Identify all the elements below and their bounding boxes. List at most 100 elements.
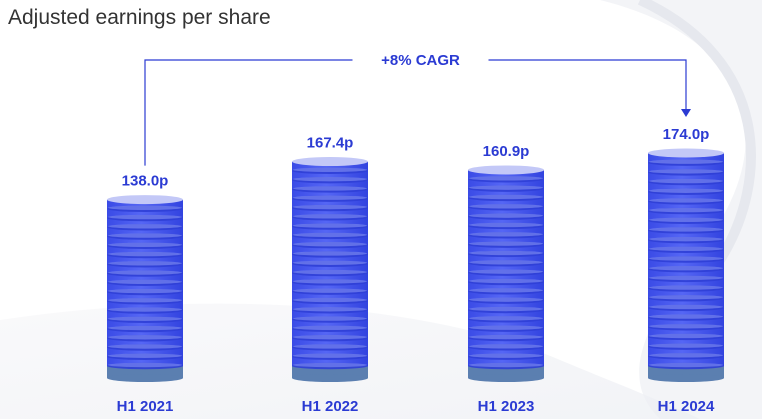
coin-disc [107, 245, 183, 256]
coin-edge-highlight [108, 298, 182, 303]
coin-edge-highlight [108, 214, 182, 220]
bar-top [468, 165, 544, 175]
coin-edge-highlight [649, 198, 723, 203]
coin-edge-highlight [649, 178, 723, 184]
coin-edge-highlight [293, 204, 367, 210]
coin-disc [468, 179, 544, 189]
coin-edge-highlight [469, 185, 543, 190]
coin-edge-highlight [108, 362, 182, 368]
coin-edge-highlight [293, 260, 367, 265]
coin-edge-highlight [293, 269, 367, 275]
coin-disc [468, 225, 544, 236]
coin-edge-highlight [293, 297, 367, 303]
coin-edge-highlight [293, 214, 367, 219]
coin-edge-highlight [649, 295, 723, 300]
coin-edge-highlight [649, 265, 723, 271]
coin-disc [292, 180, 368, 190]
coin-edge-highlight [293, 241, 367, 247]
coin-disc [107, 356, 183, 366]
coin-disc [107, 338, 183, 348]
coin-edge-highlight [649, 256, 723, 261]
coin-disc [468, 235, 544, 245]
coin-edge-highlight [649, 217, 723, 222]
coin-edge-highlight [293, 307, 367, 312]
coin-disc [107, 208, 183, 219]
bar-h1-2021 [107, 195, 183, 382]
coin-disc [468, 244, 544, 254]
coin-edge-highlight [649, 333, 723, 339]
coin-edge-highlight [649, 353, 723, 358]
coin-disc [292, 198, 368, 209]
coin-disc [648, 278, 724, 289]
coin-disc [468, 207, 544, 217]
value-label: 160.9p [483, 143, 530, 160]
coin-edge-highlight [649, 207, 723, 213]
coin-disc [107, 255, 183, 265]
coin-disc [292, 310, 368, 320]
bar-base-bottom [107, 374, 183, 382]
coin-edge-highlight [108, 307, 182, 312]
coin-edge-highlight [469, 353, 543, 358]
coin-disc [292, 189, 368, 199]
coin-disc [292, 263, 368, 274]
coin-disc [648, 288, 724, 299]
coin-edge-highlight [293, 279, 367, 284]
coin-edge-highlight [469, 204, 543, 209]
coin-edge-highlight [649, 169, 723, 174]
coin-disc [648, 336, 724, 347]
coin-disc [107, 199, 183, 209]
coin-edge-highlight [649, 343, 723, 348]
coin-edge-highlight [108, 325, 182, 331]
coin-edge-highlight [108, 344, 182, 349]
coin-disc [648, 191, 724, 202]
cagr-line-right [488, 59, 687, 112]
coin-disc [468, 300, 544, 310]
coin-edge-highlight [108, 251, 182, 257]
coin-edge-highlight [108, 279, 182, 284]
coin-edge-highlight [469, 334, 543, 340]
coin-edge-highlight [469, 241, 543, 246]
coin-edge-highlight [293, 223, 367, 228]
coin-disc [648, 162, 724, 173]
coin-disc [648, 201, 724, 212]
coin-disc [468, 263, 544, 273]
coin-edge-highlight [469, 288, 543, 293]
coin-edge-highlight [469, 213, 543, 218]
coin-disc [292, 291, 368, 301]
coin-disc [292, 319, 368, 329]
value-label: 138.0p [122, 173, 169, 190]
coin-disc [468, 337, 544, 348]
coin-disc [292, 338, 368, 348]
coin-edge-highlight [469, 325, 543, 330]
coin-disc [648, 182, 724, 192]
coin-disc [107, 236, 183, 246]
coin-edge-highlight [293, 176, 367, 182]
coin-disc [107, 264, 183, 274]
coin-disc [648, 220, 724, 231]
coin-edge-highlight [293, 325, 367, 331]
bar-h1-2023 [468, 165, 544, 382]
coin-edge-highlight [649, 227, 723, 232]
bars [107, 148, 724, 382]
coin-edge-highlight [293, 334, 367, 340]
bar-h1-2024 [648, 148, 724, 382]
coin-disc [292, 273, 368, 283]
coin-edge-highlight [293, 316, 367, 321]
coin-edge-highlight [649, 362, 723, 368]
bar-top [107, 195, 183, 205]
coin-edge-highlight [469, 362, 543, 368]
coin-edge-highlight [649, 236, 723, 242]
coin-disc [292, 245, 368, 255]
coin-edge-highlight [108, 261, 182, 266]
coin-disc [468, 169, 544, 180]
coin-disc [648, 317, 724, 328]
coin-disc [648, 327, 724, 337]
coin-edge-highlight [108, 233, 182, 238]
coin-edge-highlight [293, 167, 367, 173]
coin-disc [292, 208, 368, 218]
coin-disc [468, 356, 544, 366]
coin-disc [648, 230, 724, 241]
coin-disc [107, 347, 183, 357]
coin-disc [468, 253, 544, 264]
coin-disc [107, 301, 183, 311]
